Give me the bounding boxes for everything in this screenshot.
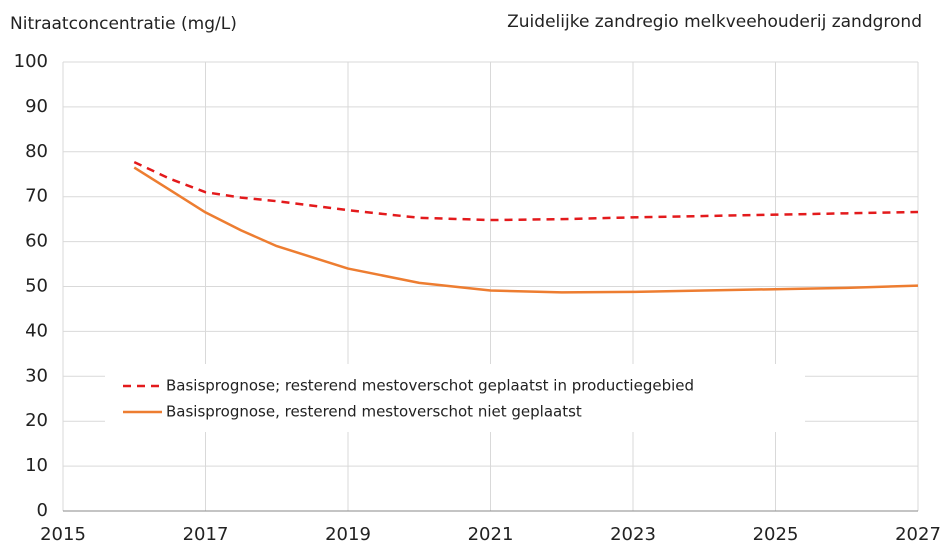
series-line: [133, 160, 919, 222]
x-tick-label: 2027: [895, 524, 941, 545]
x-tick-label: 2015: [40, 524, 86, 545]
x-tick-label: 2021: [468, 524, 514, 545]
y-tick-label: 0: [37, 500, 48, 521]
y-tick-label: 20: [25, 410, 48, 431]
x-tick-label: 2017: [183, 524, 229, 545]
y-tick-label: 100: [14, 51, 48, 72]
x-tick-label: 2025: [753, 524, 799, 545]
y-tick-label: 50: [25, 276, 48, 297]
y-tick-label: 40: [25, 320, 48, 341]
y-tick-label: 10: [25, 455, 48, 476]
y-tick-label: 30: [25, 365, 48, 386]
chart-title: Zuidelijke zandregio melkveehouderij zan…: [507, 12, 922, 32]
x-tick-label: 2023: [610, 524, 656, 545]
legend-label: Basisprognose; resterend mestoverschot g…: [166, 377, 694, 395]
series-line: [133, 166, 919, 294]
y-axis-label: Nitraatconcentratie (mg/L): [10, 14, 237, 34]
y-tick-label: 70: [25, 186, 48, 207]
y-tick-label: 90: [25, 96, 48, 117]
y-tick-label: 80: [25, 141, 48, 162]
legend-label: Basisprognose, resterend mestoverschot n…: [166, 403, 582, 421]
y-tick-label: 60: [25, 231, 48, 252]
x-tick-label: 2019: [325, 524, 371, 545]
legend-box: [105, 364, 805, 432]
